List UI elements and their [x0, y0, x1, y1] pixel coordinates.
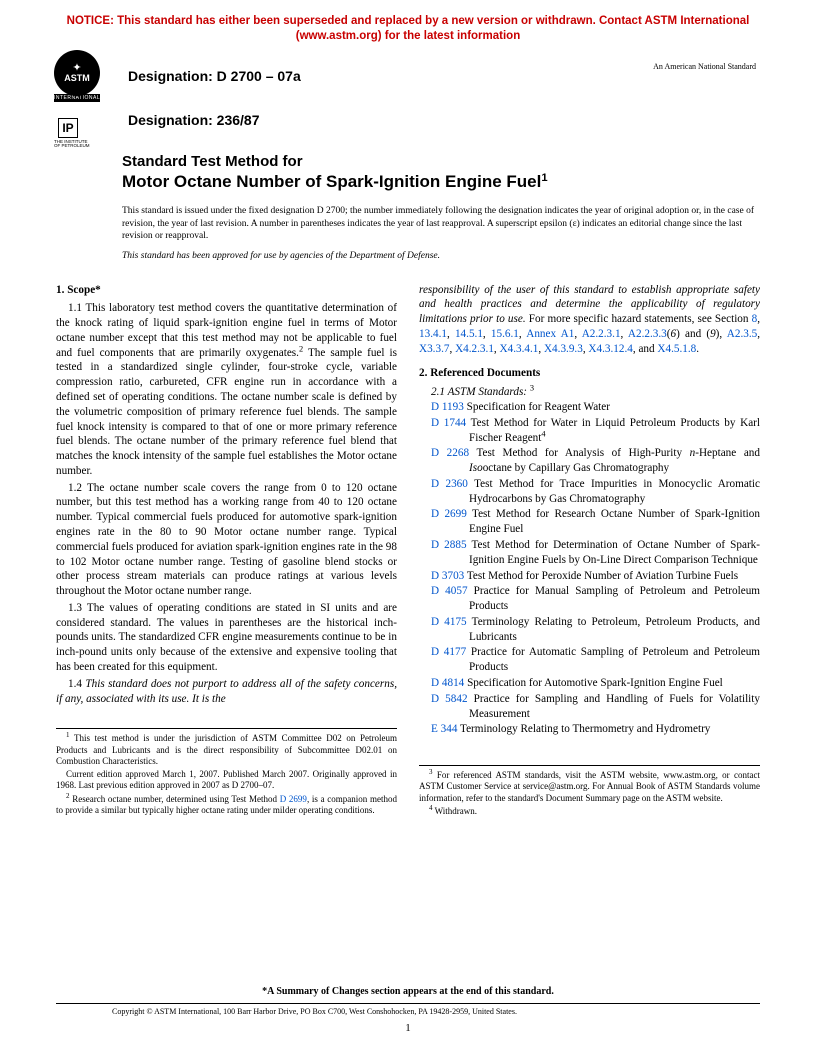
hazard-link[interactable]: 14.5.1: [455, 328, 483, 340]
para-1-1: 1.1 This laboratory test method covers t…: [56, 301, 397, 478]
para-1-4: 1.4 This standard does not purport to ad…: [56, 677, 397, 707]
hazard-link[interactable]: X4.3.4.1: [500, 343, 539, 355]
reference-code-link[interactable]: D 5842: [431, 693, 468, 705]
dod-note: This standard has been approved for use …: [122, 251, 756, 261]
summary-note: *A Summary of Changes section appears at…: [0, 986, 816, 997]
reference-item: D 4177 Practice for Automatic Sampling o…: [419, 645, 760, 675]
hazard-link[interactable]: X4.2.3.1: [455, 343, 494, 355]
column-right: responsibility of the user of this stand…: [419, 283, 760, 820]
footnotes-right: 3 For referenced ASTM standards, visit t…: [419, 765, 760, 817]
hazard-link[interactable]: A2.2.3.1: [582, 328, 621, 340]
footnote-4: 4 Withdrawn.: [419, 806, 760, 817]
title-main: Motor Octane Number of Spark-Ignition En…: [122, 172, 541, 191]
para-1-4-cont: responsibility of the user of this stand…: [419, 283, 760, 357]
issue-note: This standard is issued under the fixed …: [122, 205, 756, 242]
hazard-link[interactable]: 15.6.1: [491, 328, 519, 340]
reference-item: D 4175 Terminology Relating to Petroleum…: [419, 615, 760, 645]
hazard-link[interactable]: 13.4.1: [419, 328, 447, 340]
copyright: Copyright © ASTM International, 100 Barr…: [56, 1003, 760, 1016]
astm-stds-subhead: 2.1 ASTM Standards: 3: [419, 385, 760, 400]
title-prefix: Standard Test Method for: [122, 153, 303, 170]
scope-heading: 1. Scope*: [56, 283, 397, 298]
hazard-link[interactable]: 8: [752, 313, 758, 325]
column-left: 1. Scope* 1.1 This laboratory test metho…: [56, 283, 397, 820]
para-1-3: 1.3 The values of operating conditions a…: [56, 601, 397, 675]
hazard-link[interactable]: A2.2.3.3: [628, 328, 667, 340]
reference-item: D 4057 Practice for Manual Sampling of P…: [419, 584, 760, 614]
ip-logo-icon: IP: [58, 118, 78, 138]
header: ✦ ASTM INTERNATIONAL IP THE INSTITUTE OF…: [0, 50, 816, 128]
reference-item: D 2699 Test Method for Research Octane N…: [419, 507, 760, 537]
reference-code-link[interactable]: D 3703: [431, 570, 464, 582]
reference-code-link[interactable]: E 344: [431, 723, 457, 735]
reference-code-link[interactable]: D 4177: [431, 646, 466, 658]
reference-code-link[interactable]: D 2268: [431, 447, 469, 459]
footnote-link[interactable]: D 2699: [280, 794, 307, 804]
reference-code-link[interactable]: D 2885: [431, 539, 467, 551]
reference-item: D 2268 Test Method for Analysis of High-…: [419, 446, 760, 476]
reference-item: D 2360 Test Method for Trace Impurities …: [419, 477, 760, 507]
hazard-link[interactable]: X3.3.7: [419, 343, 449, 355]
reference-item: E 344 Terminology Relating to Thermometr…: [419, 722, 760, 737]
para-1-2: 1.2 The octane number scale covers the r…: [56, 481, 397, 599]
footnote-1b: Current edition approved March 1, 2007. …: [56, 769, 397, 792]
hazard-link[interactable]: X4.3.9.3: [544, 343, 583, 355]
reference-code-link[interactable]: D 2699: [431, 508, 467, 520]
designation-2: Designation: 236/87: [128, 84, 756, 128]
refdocs-heading: 2. Referenced Documents: [419, 366, 760, 381]
astm-logo-icon: ✦ ASTM: [54, 50, 100, 96]
ans-label: An American National Standard: [653, 62, 756, 71]
reference-code-link[interactable]: D 4175: [431, 616, 467, 628]
reference-code-link[interactable]: D 4057: [431, 585, 468, 597]
reference-list: D 1193 Specification for Reagent WaterD …: [419, 400, 760, 737]
reference-code-link[interactable]: D 4814: [431, 677, 464, 689]
reference-item: D 2885 Test Method for Determination of …: [419, 538, 760, 568]
hazard-link[interactable]: A2.3.5: [727, 328, 757, 340]
page-number: 1: [0, 1022, 816, 1034]
footnote-1: 1 This test method is under the jurisdic…: [56, 733, 397, 767]
footnotes-left: 1 This test method is under the jurisdic…: [56, 728, 397, 816]
reference-code-link[interactable]: D 1744: [431, 417, 466, 429]
hazard-link[interactable]: X4.5.1.8: [657, 343, 696, 355]
reference-code-link[interactable]: D 2360: [431, 478, 468, 490]
reference-item: D 1744 Test Method for Water in Liquid P…: [419, 416, 760, 446]
reference-item: D 4814 Specification for Automotive Spar…: [419, 676, 760, 691]
reference-item: D 3703 Test Method for Peroxide Number o…: [419, 569, 760, 584]
title-footnote-sup: 1: [541, 172, 547, 184]
reference-item: D 1193 Specification for Reagent Water: [419, 400, 760, 415]
notice-banner: NOTICE: This standard has either been su…: [0, 0, 816, 50]
reference-item: D 5842 Practice for Sampling and Handlin…: [419, 692, 760, 722]
document-title: Standard Test Method for Motor Octane Nu…: [122, 152, 756, 194]
logos: ✦ ASTM INTERNATIONAL IP THE INSTITUTE OF…: [54, 50, 104, 149]
ip-logo-sub: THE INSTITUTE OF PETROLEUM: [54, 140, 94, 149]
footnote-3: 3 For referenced ASTM standards, visit t…: [419, 770, 760, 804]
body-columns: 1. Scope* 1.1 This laboratory test metho…: [0, 261, 816, 820]
hazard-link[interactable]: X4.3.12.4: [588, 343, 632, 355]
reference-code-link[interactable]: D 1193: [431, 401, 464, 413]
footer: *A Summary of Changes section appears at…: [0, 986, 816, 1034]
hazard-link[interactable]: Annex A1: [526, 328, 574, 340]
footnote-2: 2 Research octane number, determined usi…: [56, 794, 397, 817]
